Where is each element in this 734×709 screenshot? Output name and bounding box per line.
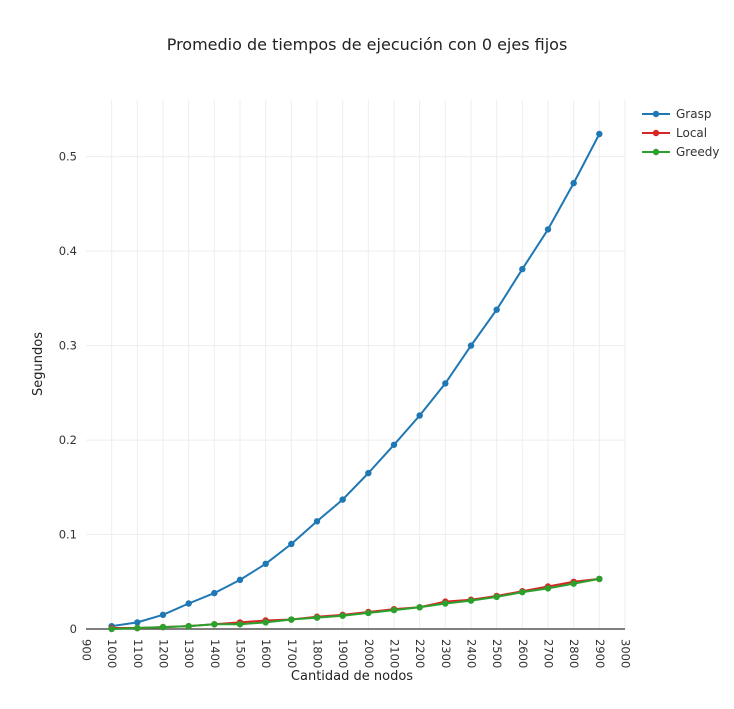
greedy-point [390,606,398,614]
greedy-point [570,580,577,587]
greedy-point [493,593,500,601]
y-tick-label: 0.1 [59,528,77,542]
greedy-point [339,612,346,619]
grasp-point [236,576,244,584]
grasp-point [159,611,167,619]
legend-label: Grasp [676,107,711,121]
y-tick-label: 0 [70,622,77,636]
x-tick-label: 1500 [234,639,248,668]
x-tick-label: 2600 [516,639,530,668]
greedy-point [159,623,167,631]
legend-item-local[interactable]: Local [642,126,707,140]
x-tick-label: 1900 [336,639,350,668]
greedy-point [467,597,475,604]
greedy-point [416,604,423,611]
grasp-point [339,496,346,503]
grasp-point [288,540,295,548]
legend-swatch-marker [652,148,660,156]
series-local [108,575,603,632]
x-tick-label: 2800 [567,639,581,668]
greedy-point [262,619,269,626]
legend-swatch-marker [652,110,660,118]
x-tick-label: 1400 [208,639,222,668]
grasp-point [544,226,552,233]
series-grasp [108,130,603,630]
x-tick-label: 1600 [259,639,273,668]
legend-swatch-marker [652,129,660,137]
legend-item-grasp[interactable]: Grasp [642,107,711,121]
grasp-point [467,342,475,349]
grasp-point [570,179,577,187]
grasp-line [110,133,601,628]
greedy-point [544,585,552,592]
y-tick-label: 0.2 [59,433,77,447]
y-tick-label: 0.4 [59,244,77,258]
chart-title: Promedio de tiempos de ejecución con 0 e… [167,35,568,54]
greedy-point [288,616,295,623]
x-tick-label: 2100 [388,639,402,668]
x-tick-label: 1100 [131,639,145,668]
greedy-point [108,625,115,633]
x-tick-label: 2200 [413,639,427,668]
x-tick-label: 3000 [619,639,633,668]
legend-label: Greedy [676,145,719,159]
x-tick-label: 2700 [542,639,556,668]
greedy-point [596,575,603,583]
greedy-point [236,621,244,628]
x-tick-label: 1700 [285,639,299,668]
x-tick-label: 2300 [439,639,453,668]
greedy-point [442,600,449,607]
grasp-point [211,589,218,597]
series-group [108,130,603,633]
grasp-point [519,265,526,273]
y-tick-label: 0.5 [59,150,77,164]
grasp-point [442,380,449,387]
series-greedy [108,575,603,633]
x-tick-label: 2900 [593,639,607,668]
grasp-point [596,130,603,138]
grasp-point [134,619,141,626]
greedy-point [365,609,372,617]
grid-lines [86,100,626,629]
greedy-point [185,622,192,630]
grasp-point [185,600,192,607]
legend-item-greedy[interactable]: Greedy [642,145,719,159]
x-tick-label: 2000 [362,639,376,668]
greedy-point [211,621,218,628]
axes: 900 1000 1100 1200 1300 1400 1500 1600 1700 1800 1… [59,150,633,669]
x-tick-label: 1000 [105,639,119,668]
greedy-line [110,577,601,630]
x-axis-title: Cantidad de nodos [291,669,413,684]
y-tick-label: 0.3 [59,339,77,353]
grasp-point [493,306,500,313]
greedy-point [134,624,141,632]
x-tick-label: 1200 [157,639,171,668]
grasp-point [390,441,398,448]
grasp-point [262,560,269,568]
greedy-point [519,588,526,596]
grasp-point [313,518,321,525]
grasp-point [416,412,423,419]
x-tick-label: 1300 [182,639,196,668]
legend: Grasp Local Greedy [642,107,719,159]
greedy-point [313,614,321,621]
x-tick-label: 2400 [465,639,479,668]
grasp-point [365,469,372,477]
y-axis-title: Segundos [31,332,46,396]
x-tick-label: 900 [80,639,94,661]
legend-label: Local [676,126,707,140]
local-line [110,577,601,630]
x-tick-label: 1800 [311,639,325,668]
x-tick-label: 2500 [490,639,504,668]
